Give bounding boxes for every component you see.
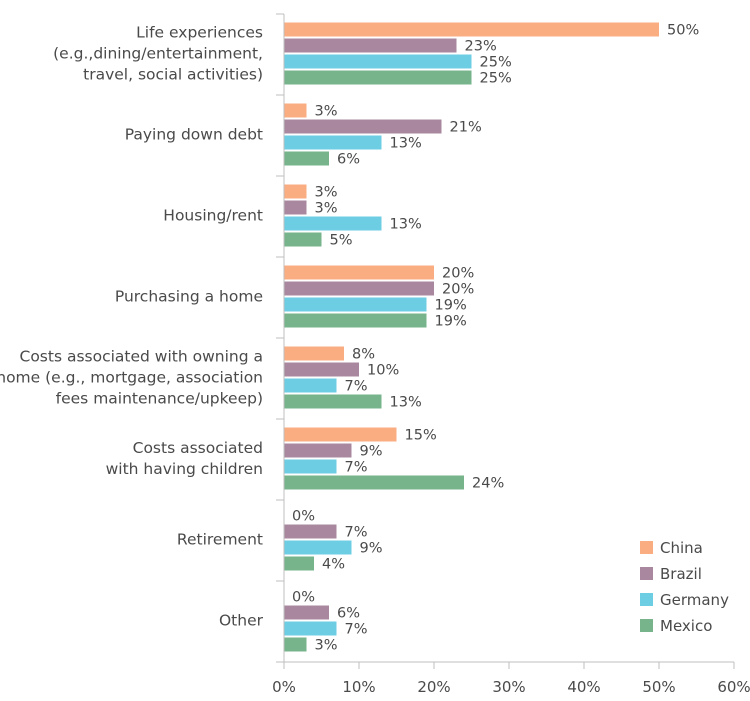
bar-germany-0 [284,54,472,69]
x-tick-label: 10% [342,678,375,696]
bar-mexico-4 [284,394,382,409]
legend-swatch-mexico [640,619,653,632]
value-label-china-1: 3% [315,104,338,120]
value-label-mexico-3: 19% [435,314,467,330]
category-label-6: Retirement [177,531,263,549]
bars-layer [284,22,659,652]
bar-brazil-7 [284,605,329,620]
value-label-mexico-1: 6% [337,152,360,168]
x-tick-label: 60% [717,678,750,696]
legend-swatch-germany [640,593,653,606]
value-labels-layer: 50%23%25%25%3%21%13%6%3%3%13%5%20%20%19%… [292,23,699,654]
value-label-brazil-0: 23% [465,39,497,55]
value-label-brazil-3: 20% [442,282,474,298]
bar-germany-7 [284,621,337,636]
value-label-brazil-5: 9% [360,444,383,460]
bar-mexico-6 [284,556,314,571]
value-label-mexico-0: 25% [480,71,512,87]
axes-layer: 0% 10% 20% 30% 40% 50% 60% [272,13,750,696]
value-label-germany-2: 13% [390,217,422,233]
legend-label-brazil: Brazil [660,565,702,583]
value-label-china-5: 15% [405,428,437,444]
x-tick-label: 40% [567,678,600,696]
bar-brazil-0 [284,38,457,53]
value-label-germany-5: 7% [345,460,368,476]
x-tick-label: 50% [642,678,675,696]
legend-label-china: China [660,539,703,557]
category-label-4: Costs associated with owning a home (e.g.… [0,348,263,408]
bar-brazil-5 [284,443,352,458]
bar-germany-3 [284,297,427,312]
value-label-germany-7: 7% [345,622,368,638]
value-label-germany-3: 19% [435,298,467,314]
value-label-brazil-4: 10% [367,363,399,379]
bar-brazil-2 [284,200,307,215]
value-label-brazil-1: 21% [450,120,482,136]
bar-mexico-0 [284,70,472,85]
value-label-mexico-6: 4% [322,557,345,573]
value-label-germany-0: 25% [480,55,512,71]
value-label-germany-6: 9% [360,541,383,557]
bar-china-0 [284,22,659,37]
legend: China Brazil Germany Mexico [640,539,729,635]
category-label-5: Costs associated with having children [106,439,263,478]
category-label-7: Other [219,612,264,630]
value-label-brazil-6: 7% [345,525,368,541]
bar-brazil-1 [284,119,442,134]
value-label-germany-1: 13% [390,136,422,152]
bar-china-3 [284,265,434,280]
category-label-0: Life experiences (e.g.,dining/entertainme… [53,24,263,84]
bar-china-4 [284,346,344,361]
x-tick-label: 20% [417,678,450,696]
bar-germany-2 [284,216,382,231]
category-label-1: Paying down debt [125,126,263,144]
bar-china-5 [284,427,397,442]
value-label-mexico-7: 3% [315,638,338,654]
value-label-china-4: 8% [352,347,375,363]
value-label-brazil-2: 3% [315,201,338,217]
value-label-mexico-4: 13% [390,395,422,411]
bar-mexico-5 [284,475,464,490]
value-label-china-7: 0% [292,590,315,606]
bar-china-1 [284,103,307,118]
bar-germany-6 [284,540,352,555]
value-label-germany-4: 7% [345,379,368,395]
value-label-mexico-2: 5% [330,233,353,249]
bar-mexico-1 [284,151,329,166]
bar-mexico-2 [284,232,322,247]
category-label-3: Purchasing a home [115,288,263,306]
category-label-2: Housing/rent [163,207,263,225]
bar-germany-4 [284,378,337,393]
legend-label-mexico: Mexico [660,617,712,635]
bar-mexico-3 [284,313,427,328]
x-tick-label: 30% [492,678,525,696]
category-labels-layer: Life experiences (e.g.,dining/entertainme… [0,24,264,630]
bar-germany-1 [284,135,382,150]
value-label-china-3: 20% [442,266,474,282]
value-label-mexico-5: 24% [472,476,504,492]
bar-china-2 [284,184,307,199]
bar-brazil-4 [284,362,359,377]
bar-mexico-7 [284,637,307,652]
bar-brazil-6 [284,524,337,539]
legend-swatch-china [640,541,653,554]
value-label-china-0: 50% [667,23,699,39]
bar-germany-5 [284,459,337,474]
bar-brazil-3 [284,281,434,296]
legend-label-germany: Germany [660,591,729,609]
x-tick-label: 0% [272,678,296,696]
value-label-brazil-7: 6% [337,606,360,622]
legend-swatch-brazil [640,567,653,580]
value-label-china-6: 0% [292,509,315,525]
value-label-china-2: 3% [315,185,338,201]
